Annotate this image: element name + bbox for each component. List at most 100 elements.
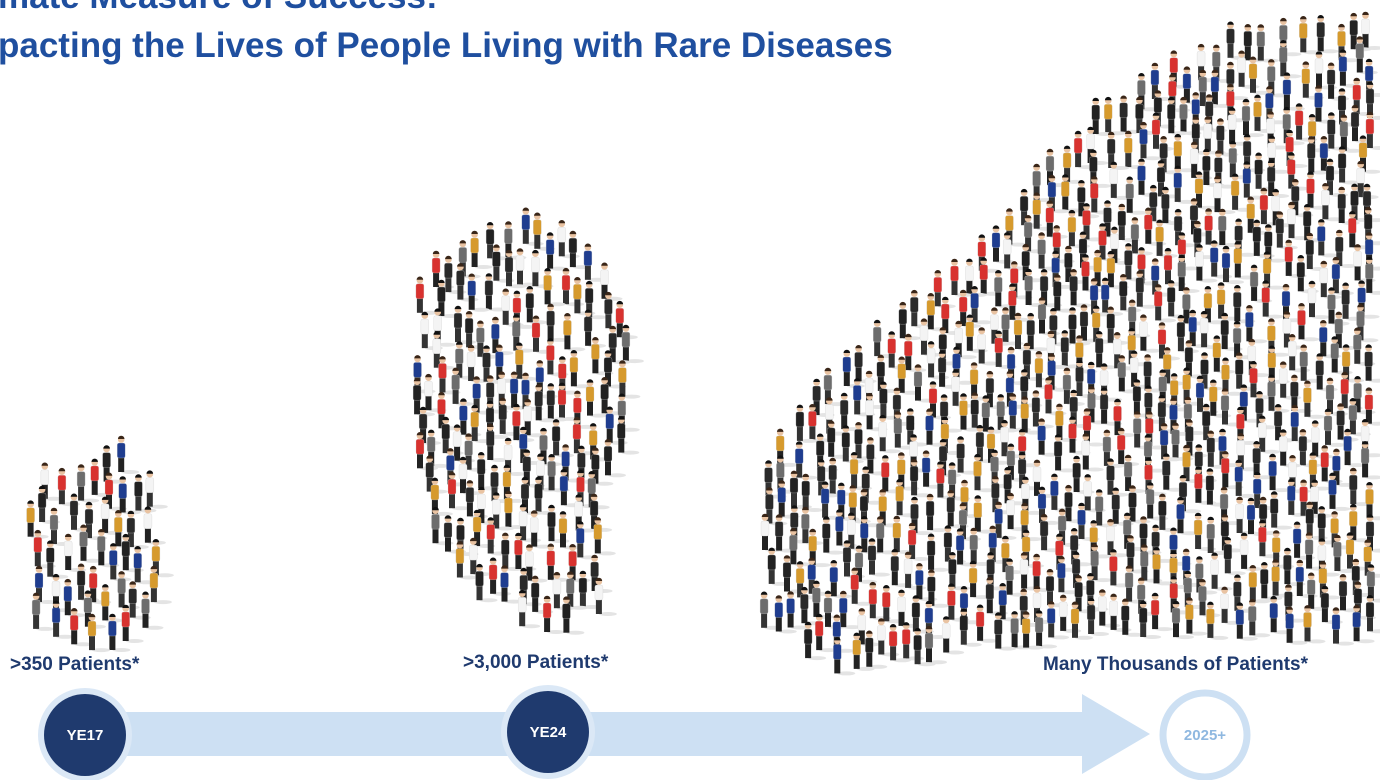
legs: [1021, 416, 1028, 433]
hair: [1144, 434, 1152, 438]
legs: [829, 478, 836, 495]
hair: [1215, 150, 1222, 154]
legs: [1153, 567, 1160, 584]
torso: [1259, 194, 1269, 211]
hair: [1261, 562, 1268, 566]
torso: [1366, 571, 1376, 587]
hair: [80, 524, 87, 528]
torso: [591, 454, 600, 470]
legs: [1243, 119, 1249, 136]
caption: Many Thousands of Patients*: [1043, 654, 1309, 675]
legs: [1308, 156, 1315, 173]
shadow: [1094, 578, 1113, 583]
legs: [84, 610, 91, 627]
torso: [1144, 464, 1153, 481]
torso: [504, 228, 513, 244]
person: [1167, 96, 1190, 136]
hair: [1346, 532, 1354, 536]
legs: [1204, 306, 1211, 323]
legs: [1094, 270, 1101, 287]
torso: [1247, 345, 1256, 362]
shadow: [963, 642, 982, 647]
legs: [1331, 356, 1338, 373]
shadow: [1320, 49, 1339, 54]
hair: [1163, 453, 1170, 457]
hair: [64, 578, 72, 583]
hair: [1076, 335, 1083, 339]
torso: [412, 385, 422, 401]
hair: [1046, 200, 1054, 204]
legs: [127, 531, 134, 547]
shadow: [538, 418, 557, 423]
hair: [1235, 459, 1242, 463]
hair: [486, 375, 494, 379]
hair: [1297, 255, 1305, 259]
legs: [1088, 406, 1095, 423]
legs: [1292, 199, 1299, 216]
hair: [1276, 211, 1284, 215]
torso: [776, 462, 785, 478]
torso: [1020, 376, 1029, 392]
hair: [486, 222, 494, 226]
torso: [1292, 528, 1302, 544]
legs: [144, 526, 151, 543]
legs: [1349, 231, 1356, 248]
torso: [40, 469, 49, 485]
torso: [829, 567, 838, 583]
hair: [1159, 369, 1166, 373]
hair: [947, 490, 954, 494]
legs: [1203, 424, 1210, 441]
hair: [1190, 141, 1198, 145]
torso: [975, 432, 985, 448]
person: [909, 459, 933, 498]
hair: [939, 327, 947, 331]
legs: [848, 532, 855, 549]
hair: [1304, 380, 1311, 384]
legs: [493, 264, 500, 281]
shadow: [508, 472, 527, 476]
legs: [553, 439, 560, 456]
legs: [1088, 618, 1095, 634]
hair: [510, 371, 518, 375]
legs: [595, 598, 602, 614]
legs: [943, 636, 950, 653]
hair: [1186, 419, 1193, 423]
torso: [1045, 207, 1054, 223]
legs: [921, 338, 927, 355]
hair: [1207, 430, 1215, 434]
person: [492, 244, 515, 283]
torso: [1361, 18, 1370, 35]
legs: [1309, 301, 1315, 318]
hair: [1101, 277, 1109, 281]
torso: [1034, 358, 1044, 374]
torso: [815, 620, 824, 637]
torso: [868, 589, 877, 605]
hair: [1082, 254, 1089, 258]
hair: [1350, 467, 1357, 472]
torso: [1106, 465, 1115, 481]
hair: [898, 589, 905, 593]
torso: [777, 487, 786, 503]
legs: [1224, 557, 1231, 574]
torso: [503, 444, 513, 461]
torso: [1163, 354, 1172, 370]
torso: [1220, 593, 1229, 610]
hair: [1268, 59, 1275, 63]
hair: [971, 392, 978, 396]
torso: [1059, 601, 1068, 618]
hair: [1205, 208, 1212, 212]
legs: [449, 492, 455, 509]
legs: [591, 575, 598, 591]
hair: [961, 479, 968, 484]
shadow: [431, 463, 450, 468]
torso: [603, 446, 613, 462]
torso: [969, 534, 978, 551]
hair: [1353, 604, 1360, 609]
hair: [1046, 148, 1054, 153]
hair: [601, 377, 608, 381]
hair: [1169, 73, 1176, 78]
hair: [1339, 49, 1347, 53]
legs: [1122, 618, 1129, 635]
legs: [997, 414, 1004, 431]
torso: [909, 466, 919, 482]
